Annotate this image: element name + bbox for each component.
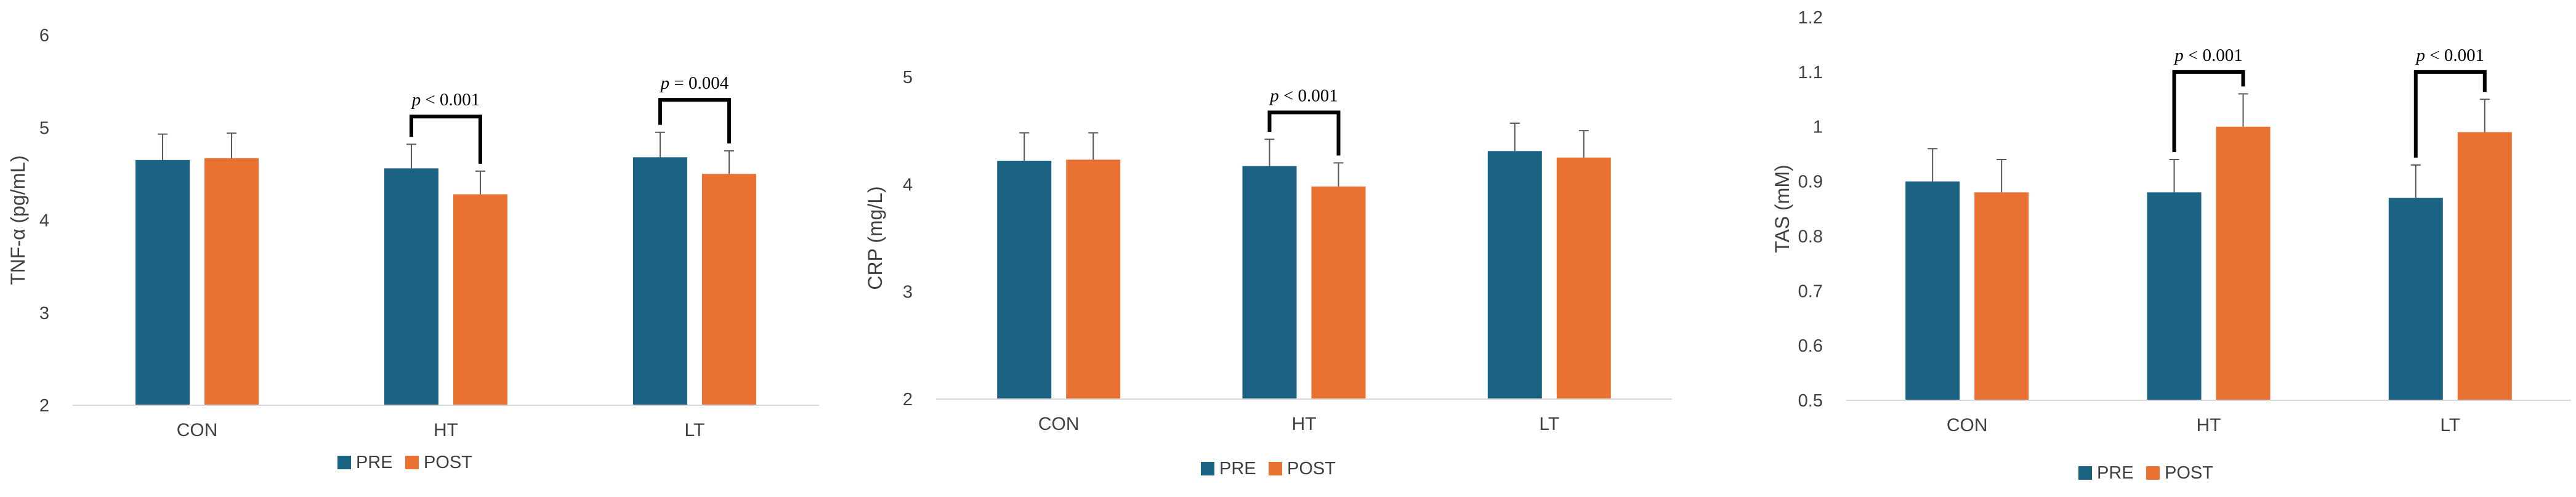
x-category-label: LT — [2440, 415, 2460, 435]
bar-post-lt — [1556, 157, 1611, 399]
bar-pre-lt — [1487, 151, 1542, 400]
x-category-label: LT — [685, 420, 705, 440]
legend-label-post: POST — [1287, 459, 1336, 479]
y-tick-label: 4 — [903, 175, 913, 195]
y-tick-label: 0.9 — [1798, 172, 1823, 192]
bar-pre-ht — [1242, 166, 1297, 399]
y-axis-label: CRP (mg/L) — [864, 186, 886, 289]
y-tick-label: 5 — [903, 68, 913, 87]
bar-pre-lt — [632, 157, 687, 405]
legend-swatch-pre — [337, 456, 351, 469]
bar-pre-ht — [384, 168, 438, 405]
significance-bracket — [658, 98, 731, 143]
bar-pre-con — [135, 160, 190, 405]
bar-pre-ht — [2147, 192, 2202, 400]
chart-panel-2: 2 3 4 5 CRP (mg/L) CON HT LT p < 0.001 PRE POST — [864, 68, 1672, 479]
p-value-text: < 0.001 — [2425, 46, 2484, 65]
legend-label-pre: PRE — [356, 453, 393, 472]
p-value-text: < 0.001 — [1279, 86, 1338, 106]
legend-swatch-post — [405, 456, 419, 469]
y-axis-label: TNF-α (pg/mL) — [7, 155, 29, 285]
y-tick-label: 0.5 — [1798, 391, 1823, 411]
bar-pre-con — [1905, 181, 1960, 400]
legend-label-post: POST — [424, 453, 472, 472]
y-tick-label: 3 — [39, 304, 49, 323]
p-symbol: p — [2173, 46, 2184, 65]
p-symbol: p — [660, 73, 670, 93]
p-value-label: p = 0.004 — [660, 73, 729, 93]
p-value-label: p < 0.001 — [2415, 46, 2484, 65]
p-value-label: p < 0.001 — [411, 90, 480, 110]
y-tick-label: 2 — [903, 390, 913, 410]
bar-pre-con — [997, 160, 1052, 399]
y-tick-label: 1.1 — [1798, 63, 1823, 83]
y-tick-label: 0.8 — [1798, 227, 1823, 246]
legend-swatch-pre — [1201, 462, 1214, 475]
x-category-label: LT — [1539, 414, 1559, 434]
legend-swatch-pre — [2078, 466, 2092, 480]
x-category-label: HT — [2197, 415, 2221, 435]
p-symbol: p — [1269, 86, 1279, 106]
y-tick-label: 0.7 — [1798, 281, 1823, 301]
bar-post-lt — [2457, 132, 2512, 400]
bar-post-ht — [453, 194, 507, 405]
bar-pre-lt — [2388, 198, 2443, 400]
p-value-text: < 0.001 — [421, 90, 480, 110]
significance-bracket — [410, 115, 482, 164]
bar-post-ht — [1311, 186, 1366, 399]
p-symbol: p — [2415, 46, 2425, 65]
x-category-label: HT — [1292, 414, 1317, 434]
p-value-text: < 0.001 — [2184, 46, 2243, 65]
y-tick-label: 5 — [39, 118, 49, 138]
x-category-label: CON — [177, 420, 218, 440]
bar-post-con — [1066, 160, 1121, 399]
bar-post-con — [204, 158, 259, 405]
y-tick-label: 4 — [39, 211, 49, 231]
y-tick-label: 1.2 — [1798, 8, 1823, 28]
x-category-label: CON — [1947, 415, 1988, 435]
bar-post-lt — [701, 174, 756, 405]
p-value-label: p < 0.001 — [1269, 86, 1338, 106]
p-value-text: = 0.004 — [669, 73, 729, 93]
y-tick-label: 6 — [39, 26, 49, 46]
legend-label-post: POST — [2165, 463, 2213, 483]
bar-post-con — [1974, 192, 2029, 400]
y-tick-label: 0.6 — [1798, 336, 1823, 356]
legend-swatch-post — [1269, 462, 1282, 475]
y-axis-label: TAS (mM) — [1771, 164, 1793, 253]
legend-label-pre: PRE — [2097, 463, 2134, 483]
legend-label-pre: PRE — [1219, 459, 1256, 479]
significance-bracket — [1267, 110, 1341, 156]
x-category-label: CON — [1038, 414, 1080, 434]
p-value-label: p < 0.001 — [2173, 46, 2243, 65]
significance-bracket — [2413, 70, 2487, 158]
y-tick-label: 3 — [903, 283, 913, 302]
y-tick-label: 2 — [39, 396, 49, 416]
p-symbol: p — [411, 90, 421, 110]
chart-panel-3: 0.5 0.6 0.7 0.8 0.9 1 1.1 1.2 TAS (mM) CON HT LT p <… — [1771, 8, 2571, 483]
significance-bracket — [2172, 70, 2245, 153]
legend-swatch-post — [2146, 466, 2160, 480]
y-tick-label: 1 — [1813, 118, 1823, 137]
bar-post-ht — [2216, 126, 2271, 400]
x-category-label: HT — [434, 420, 458, 440]
